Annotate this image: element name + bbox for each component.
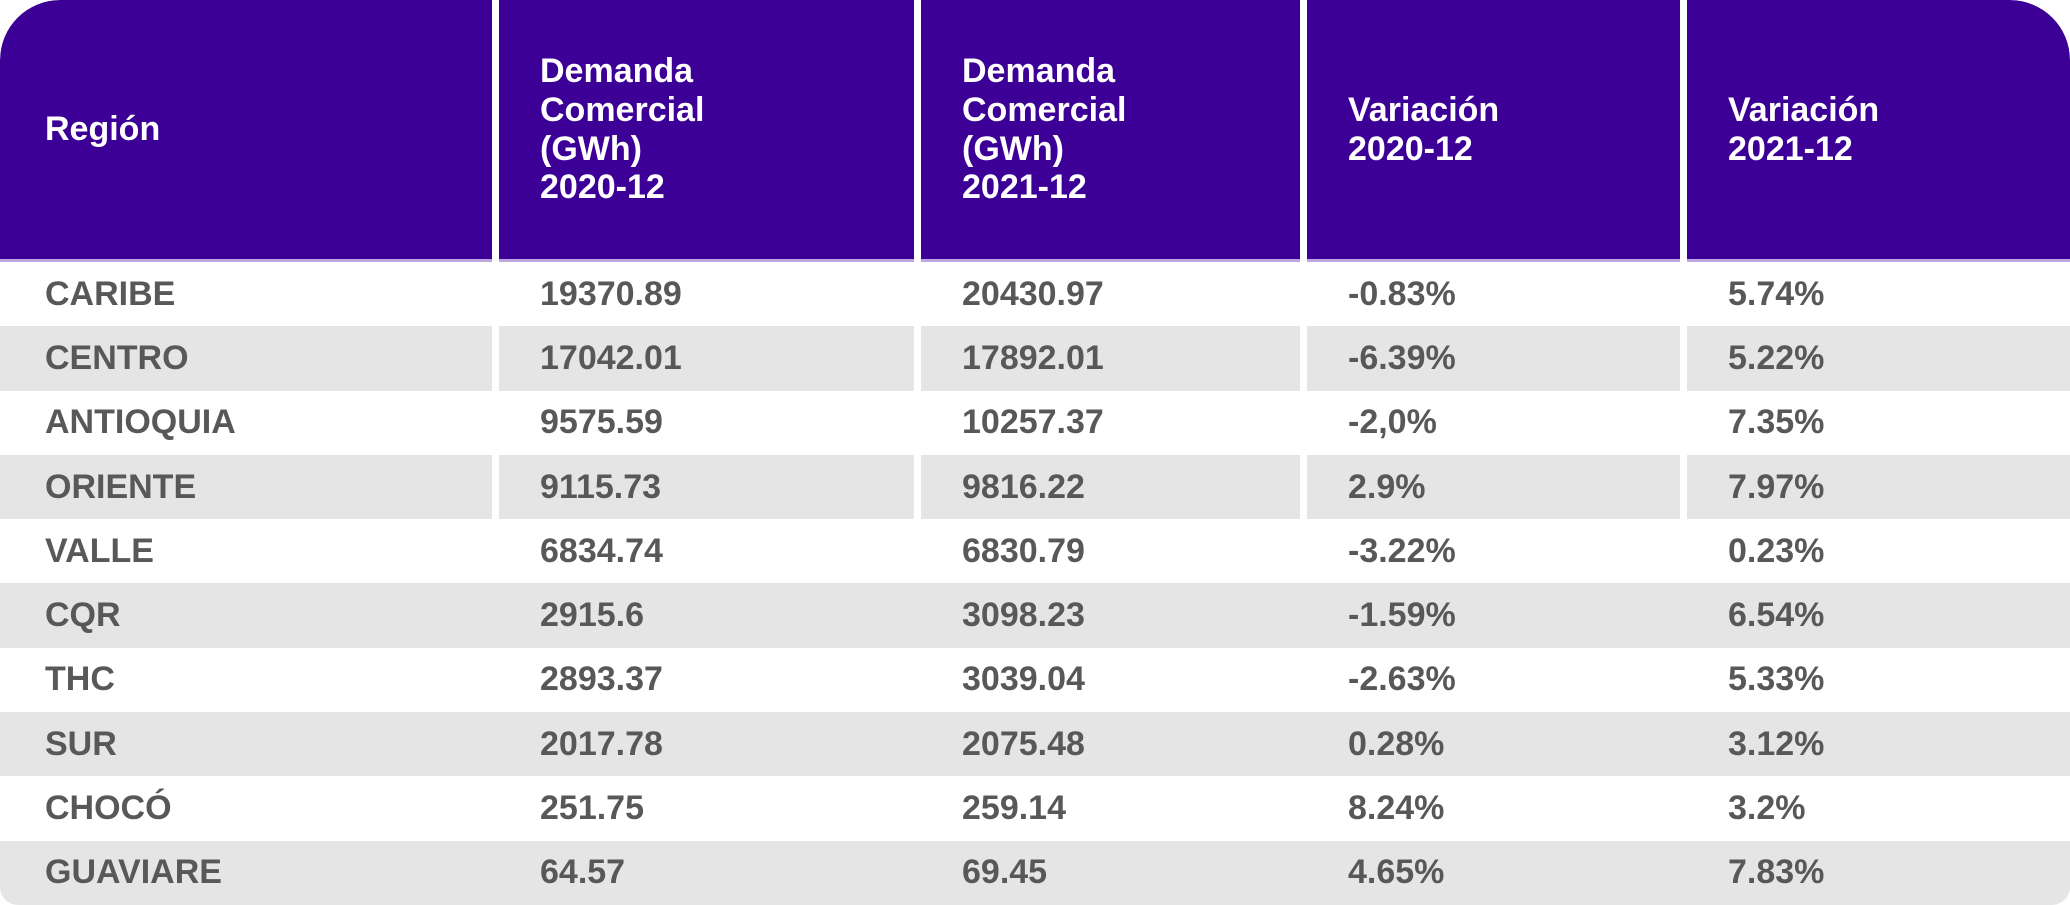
region-cell: CENTRO bbox=[45, 338, 189, 377]
region-cell: GUAVIARE bbox=[45, 853, 222, 892]
variacion-2021-cell: 6.54% bbox=[1728, 596, 1825, 635]
demanda-2021-cell: 69.45 bbox=[962, 853, 1048, 892]
region-cell: ORIENTE bbox=[45, 467, 197, 506]
region-cell: VALLE bbox=[45, 531, 154, 570]
demanda-2021-cell: 3039.04 bbox=[962, 660, 1085, 699]
demanda-2021-cell: 10257.37 bbox=[962, 403, 1104, 442]
variacion-2021-cell: 7.35% bbox=[1728, 403, 1825, 442]
variacion-2021-cell: 3.2% bbox=[1728, 789, 1806, 828]
variacion-2020-cell: -1.59% bbox=[1348, 596, 1456, 635]
region-cell: CARIBE bbox=[45, 274, 176, 313]
variacion-2021-cell: 7.83% bbox=[1728, 853, 1825, 892]
table-row: CQR 2915.6 3098.23 -1.59% 6.54% bbox=[0, 583, 2070, 648]
demanda-2020-cell: 2915.6 bbox=[540, 596, 644, 635]
region-cell: SUR bbox=[45, 724, 117, 763]
column-header-demanda-2021: Demanda Comercial (GWh) 2021-12 bbox=[962, 52, 1127, 207]
variacion-2020-cell: 2.9% bbox=[1348, 467, 1426, 506]
table-body: CARIBE 19370.89 20430.97 -0.83% 5.74% CENTRO 1… bbox=[0, 262, 2070, 905]
demanda-2020-cell: 9115.73 bbox=[540, 467, 662, 506]
demanda-2020-cell: 17042.01 bbox=[540, 338, 682, 377]
demanda-2020-cell: 6834.74 bbox=[540, 531, 663, 570]
variacion-2021-cell: 3.12% bbox=[1728, 724, 1825, 763]
table-row: CARIBE 19370.89 20430.97 -0.83% 5.74% bbox=[0, 262, 2070, 327]
column-header-variacion-2020: Variación 2020-12 bbox=[1348, 90, 1500, 168]
variacion-2020-cell: -3.22% bbox=[1348, 531, 1456, 570]
column-header-region: Región bbox=[45, 110, 161, 149]
demanda-2020-cell: 251.75 bbox=[540, 789, 644, 828]
demanda-2020-cell: 2893.37 bbox=[540, 660, 663, 699]
demanda-2021-cell: 2075.48 bbox=[962, 724, 1085, 763]
variacion-2021-cell: 5.22% bbox=[1728, 338, 1825, 377]
region-cell: THC bbox=[45, 660, 115, 699]
column-separator bbox=[1300, 0, 1307, 521]
variacion-2020-cell: -2,0% bbox=[1348, 403, 1437, 442]
table-row: CENTRO 17042.01 17892.01 -6.39% 5.22% bbox=[0, 326, 2070, 391]
demanda-2021-cell: 17892.01 bbox=[962, 338, 1104, 377]
variacion-2020-cell: -6.39% bbox=[1348, 338, 1456, 377]
variacion-2021-cell: 7.97% bbox=[1728, 467, 1825, 506]
region-cell: CHOCÓ bbox=[45, 789, 172, 828]
demanda-2021-cell: 3098.23 bbox=[962, 596, 1085, 635]
column-separator bbox=[914, 0, 921, 521]
table-row: GUAVIARE 64.57 69.45 4.65% 7.83% bbox=[0, 840, 2070, 905]
variacion-2020-cell: 4.65% bbox=[1348, 853, 1445, 892]
demanda-2020-cell: 2017.78 bbox=[540, 724, 663, 763]
demanda-2021-cell: 20430.97 bbox=[962, 274, 1104, 313]
demanda-2021-cell: 9816.22 bbox=[962, 467, 1085, 506]
variacion-2020-cell: 8.24% bbox=[1348, 789, 1445, 828]
variacion-2020-cell: -0.83% bbox=[1348, 274, 1456, 313]
variacion-2020-cell: 0.28% bbox=[1348, 724, 1445, 763]
table-row: VALLE 6834.74 6830.79 -3.22% 0.23% bbox=[0, 519, 2070, 584]
table-header: Región Demanda Comercial (GWh) 2020-12 D… bbox=[0, 0, 2070, 262]
table-row: SUR 2017.78 2075.48 0.28% 3.12% bbox=[0, 712, 2070, 777]
demanda-2021-cell: 259.14 bbox=[962, 789, 1066, 828]
variacion-2021-cell: 5.33% bbox=[1728, 660, 1825, 699]
column-header-demanda-2020: Demanda Comercial (GWh) 2020-12 bbox=[540, 52, 705, 207]
demanda-2020-cell: 19370.89 bbox=[540, 274, 682, 313]
region-cell: ANTIOQUIA bbox=[45, 403, 236, 442]
table-row: THC 2893.37 3039.04 -2.63% 5.33% bbox=[0, 647, 2070, 713]
table-row: ANTIOQUIA 9575.59 10257.37 -2,0% 7.35% bbox=[0, 390, 2070, 455]
table-row: CHOCÓ 251.75 259.14 8.24% 3.2% bbox=[0, 776, 2070, 841]
column-separator bbox=[492, 0, 499, 521]
column-separator bbox=[1680, 0, 1687, 521]
table-row: ORIENTE 9115.73 9816.22 2.9% 7.97% bbox=[0, 454, 2070, 520]
column-header-variacion-2021: Variación 2021-12 bbox=[1728, 90, 1880, 168]
variacion-2020-cell: -2.63% bbox=[1348, 660, 1456, 699]
demanda-2020-cell: 64.57 bbox=[540, 853, 626, 892]
variacion-2021-cell: 0.23% bbox=[1728, 531, 1825, 570]
variacion-2021-cell: 5.74% bbox=[1728, 274, 1825, 313]
region-cell: CQR bbox=[45, 596, 121, 635]
demanda-2021-cell: 6830.79 bbox=[962, 531, 1085, 570]
demanda-2020-cell: 9575.59 bbox=[540, 403, 663, 442]
